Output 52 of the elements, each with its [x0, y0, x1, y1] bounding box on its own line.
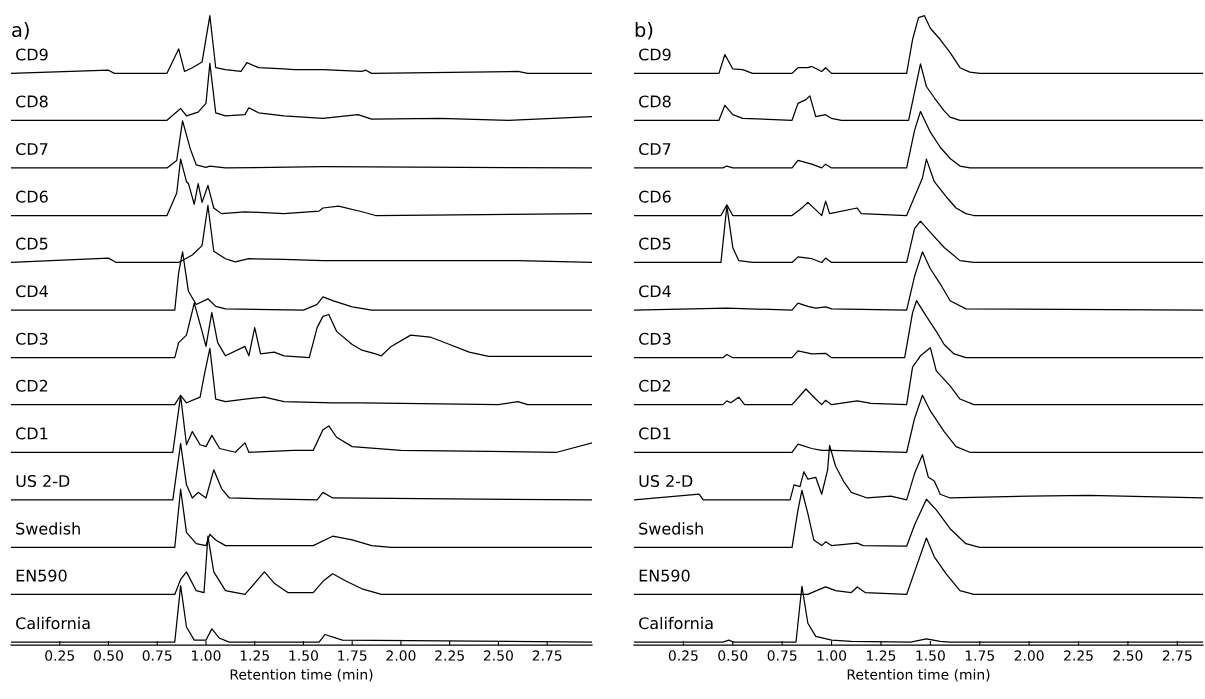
x-tick-label: 1.50 [289, 650, 318, 661]
x-tick-label: 2.00 [386, 650, 416, 661]
x-tick-label: 0.75 [142, 650, 172, 661]
x-tick-label: 0.25 [668, 650, 698, 661]
x-tick-label: 0.25 [45, 650, 74, 661]
series-label: CD1 [16, 427, 48, 440]
series-label: EN590 [16, 569, 67, 582]
series-label: California [16, 616, 90, 630]
chart-title: b) [635, 22, 653, 40]
series-label: CD5 [639, 237, 671, 250]
x-tick-label: 0.50 [93, 650, 124, 661]
chart-title: a) [12, 22, 29, 40]
x-tick-label: 1.25 [240, 650, 269, 661]
series-label: CD8 [639, 95, 671, 108]
x-axis-title: Retention time (min) [847, 669, 990, 682]
series-label: Swedish [16, 522, 80, 535]
x-tick-label: 1.75 [965, 650, 994, 661]
x-tick-label: 1.00 [192, 650, 221, 661]
x-tick-label: 0.50 [718, 650, 748, 661]
series-label: EN590 [639, 569, 690, 582]
series-label: CD6 [16, 190, 48, 203]
x-tick-label: 2.75 [1162, 650, 1192, 661]
series-label: CD1 [639, 427, 671, 440]
x-tick-label: 0.75 [767, 650, 797, 661]
x-tick-label: 2.25 [435, 650, 464, 661]
series-label: CD4 [639, 285, 671, 298]
series-label: US 2-D [16, 474, 70, 488]
x-tick-label: 1.25 [867, 650, 896, 661]
series-label: CD7 [16, 143, 48, 156]
series-label: California [639, 616, 713, 630]
series-label: CD5 [16, 237, 48, 250]
x-tick-label: 1.75 [338, 650, 367, 661]
series-label: CD2 [639, 379, 671, 392]
series-label: CD9 [639, 48, 671, 61]
series-label: CD9 [16, 48, 48, 61]
series-label: CD6 [639, 190, 671, 203]
series-label: Swedish [639, 522, 703, 535]
x-tick-label: 2.25 [1064, 650, 1093, 661]
x-tick-label: 2.50 [483, 650, 513, 661]
series-label: CD3 [16, 332, 48, 345]
series-label: CD8 [16, 95, 48, 108]
x-tick-label: 1.00 [817, 650, 847, 661]
series-label: CD7 [639, 143, 671, 156]
x-tick-label: 2.00 [1014, 650, 1044, 661]
x-tick-label: 2.75 [532, 650, 562, 661]
series-label: US 2-D [639, 474, 693, 488]
series-label: CD3 [639, 332, 671, 345]
x-axis-title: Retention time (min) [230, 669, 373, 682]
series-label: CD4 [16, 285, 48, 298]
x-tick-label: 1.50 [916, 650, 945, 661]
x-tick-label: 2.50 [1113, 650, 1143, 661]
series-label: CD2 [16, 379, 48, 392]
